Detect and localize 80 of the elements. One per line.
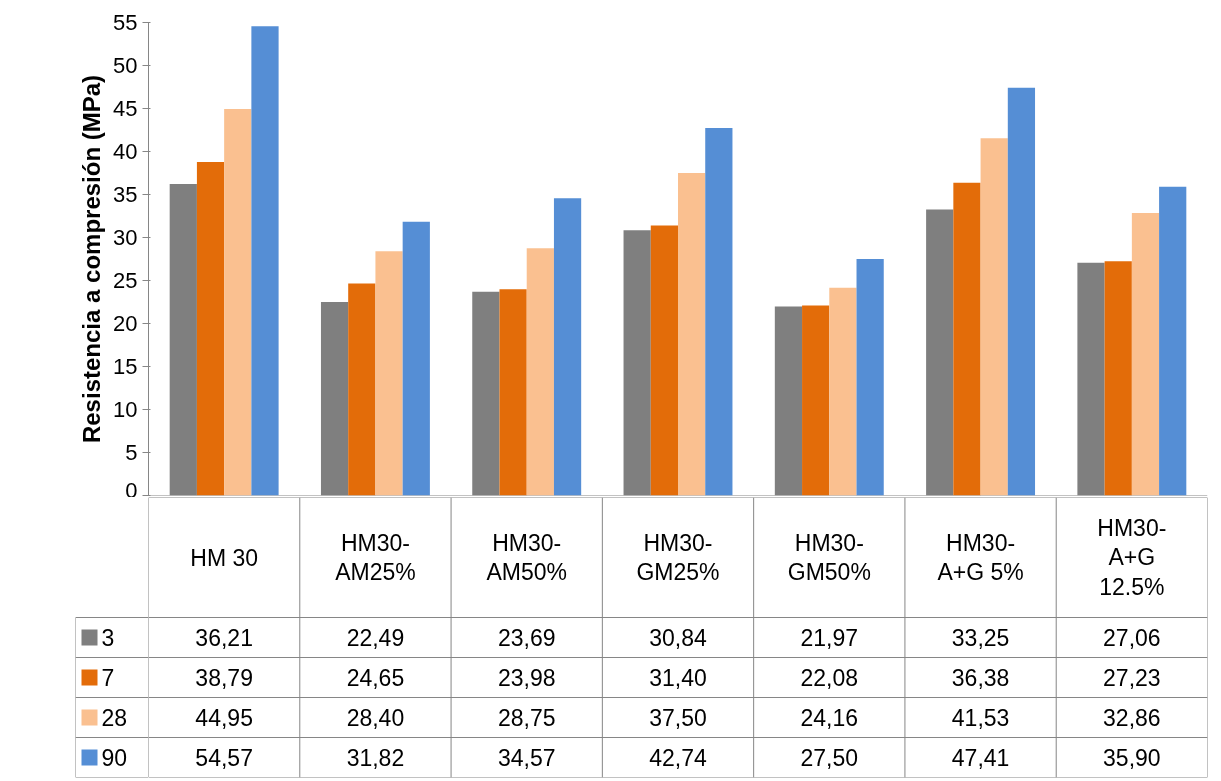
bar [348, 283, 376, 496]
bar [402, 221, 430, 496]
legend-label: 3 [101, 625, 115, 651]
data-label: 24,16 [800, 705, 859, 731]
bar [169, 184, 197, 496]
data-label: 36,38 [951, 665, 1010, 691]
bar [1104, 261, 1132, 496]
legend-label: 28 [101, 705, 128, 731]
bar [774, 306, 803, 496]
bar [980, 138, 1008, 496]
y-tick-label: 20 [113, 311, 138, 336]
bar [1131, 212, 1160, 496]
legend-label: 90 [101, 745, 128, 771]
legend-label: 7 [101, 665, 115, 691]
data-label: 32,86 [1103, 705, 1161, 731]
y-tick-label: 45 [113, 96, 138, 121]
bar [320, 302, 349, 496]
x-tick-label: HM30-GM25% [636, 529, 720, 586]
bar [705, 127, 733, 496]
data-label: 27,23 [1103, 665, 1161, 691]
data-label: 31,82 [346, 745, 405, 771]
y-tick-label: 40 [113, 139, 138, 164]
bar [472, 291, 500, 496]
data-label: 24,65 [346, 665, 405, 691]
bar [926, 209, 954, 496]
data-label: 27,06 [1103, 625, 1161, 651]
x-tick-label: HM 30 [190, 544, 259, 571]
bar [499, 289, 527, 496]
y-tick-label: 5 [125, 440, 138, 465]
bar [650, 225, 678, 496]
data-label: 27,50 [800, 745, 859, 771]
y-tick-label: 15 [113, 354, 138, 379]
data-label: 28,75 [497, 705, 556, 731]
bar [251, 26, 279, 496]
y-tick-label: 30 [113, 225, 138, 250]
bar [196, 161, 225, 496]
x-tick-label: HM30-A+G 12.5% [1097, 514, 1167, 601]
bar [829, 287, 857, 496]
data-label: 23,69 [497, 625, 556, 651]
y-tick-label: 35 [113, 182, 138, 207]
data-label: 37,50 [649, 705, 707, 731]
y-axis-title: Resistencia a compresión (MPa) [78, 74, 106, 444]
data-label: 22,08 [800, 665, 859, 691]
bar [953, 182, 981, 496]
x-tick-label: HM30-AM50% [486, 529, 567, 586]
data-label: 22,49 [346, 625, 405, 651]
bar [623, 230, 651, 496]
y-tick-label: 0 [125, 477, 138, 503]
bar [375, 251, 403, 496]
x-tick-label: HM30-GM50% [787, 529, 871, 586]
bar [678, 173, 706, 496]
data-label: 23,98 [497, 665, 556, 691]
y-tick-label: 55 [113, 10, 138, 35]
data-label: 31,40 [649, 665, 707, 691]
data-label: 34,57 [497, 745, 556, 771]
data-label: 21,97 [800, 625, 859, 651]
bar [526, 248, 554, 496]
bar [1159, 186, 1187, 496]
bar [856, 259, 884, 496]
data-label: 35,90 [1103, 745, 1161, 771]
x-tick-label: HM30-A+G 5% [937, 529, 1024, 586]
bar [1077, 262, 1105, 496]
data-label: 30,84 [649, 625, 707, 651]
bar [802, 305, 830, 496]
data-label: 47,41 [951, 745, 1010, 771]
data-label: 33,25 [951, 625, 1010, 651]
data-label: 38,79 [195, 665, 253, 691]
data-label: 54,57 [195, 745, 253, 771]
data-label: 42,74 [649, 745, 707, 771]
bar [224, 108, 252, 496]
data-label: 36,21 [195, 625, 253, 651]
y-tick-label: 50 [113, 53, 138, 78]
data-label: 28,40 [346, 705, 405, 731]
bar [1007, 87, 1036, 496]
y-tick-label: 10 [113, 397, 138, 422]
x-tick-label: HM30-AM25% [335, 529, 416, 586]
data-label: 44,95 [195, 705, 253, 731]
y-tick-label: 25 [113, 268, 138, 293]
bar [553, 198, 582, 496]
data-label: 41,53 [951, 705, 1010, 731]
